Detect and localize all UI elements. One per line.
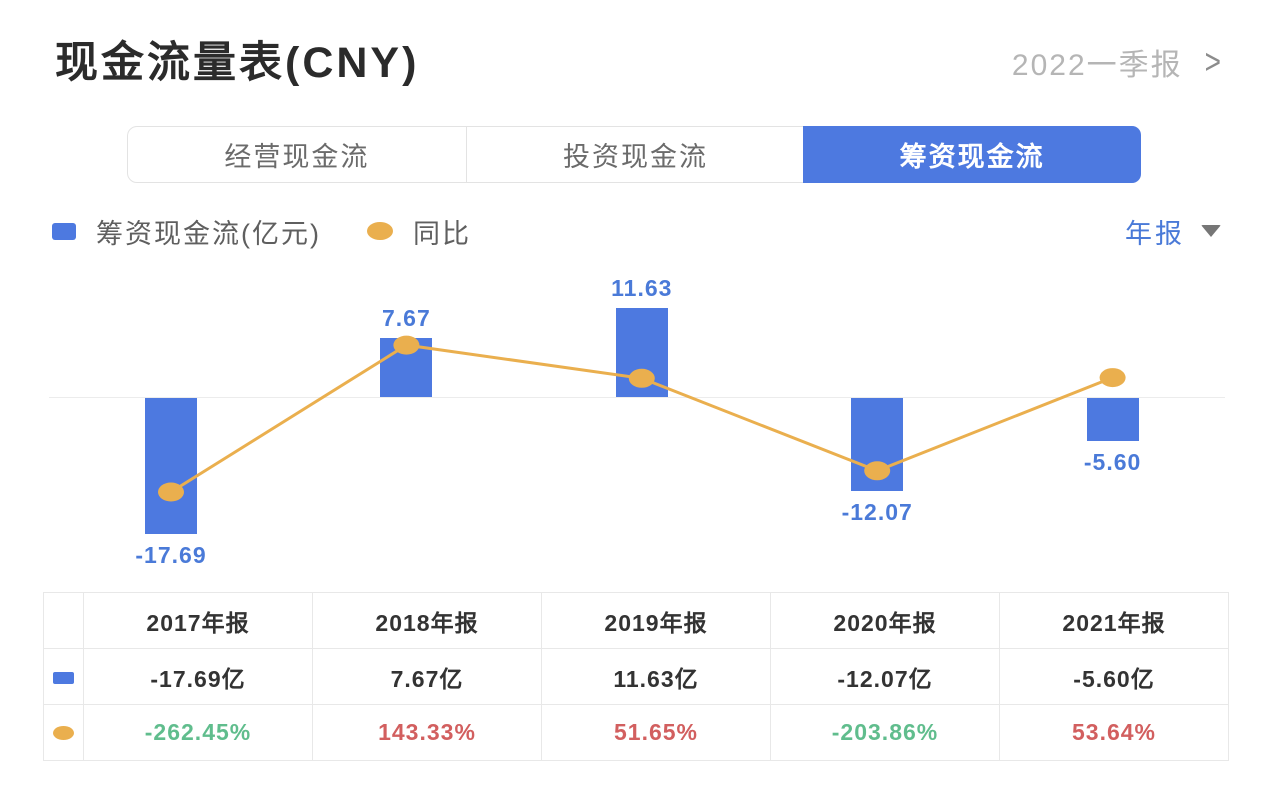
- table-cell: 143.33%: [312, 704, 542, 761]
- report-period-dropdown[interactable]: 年报: [1125, 212, 1221, 251]
- period-label: 2022一季报: [1011, 49, 1183, 82]
- table-header-cell: 2019年报: [541, 592, 771, 649]
- yoy-point-2017年报[interactable]: [158, 482, 184, 502]
- table-cell: -17.69亿: [83, 648, 313, 705]
- yoy-line-path: [170, 343, 1114, 494]
- table-header-cell: 2021年报: [999, 592, 1229, 649]
- table-cell: 7.67亿: [312, 648, 542, 705]
- bar-2021年报[interactable]: [1086, 398, 1139, 442]
- chevron-right-icon: >: [1204, 42, 1221, 81]
- legend-row: 筹资现金流(亿元) 同比 年报: [52, 212, 1221, 250]
- table-header-icon-cell: [43, 592, 84, 649]
- bar-value-label: 7.67: [382, 305, 431, 332]
- table-cell: -5.60亿: [999, 648, 1229, 705]
- table-header-cell: 2020年报: [770, 592, 1000, 649]
- table-cell: 51.65%: [541, 704, 771, 761]
- yoy-point-2018年报[interactable]: [393, 335, 420, 355]
- line-series-swatch-icon: [366, 222, 393, 240]
- table-cell: -12.07亿: [770, 648, 1000, 705]
- tab-investing-cashflow[interactable]: 投资现金流: [465, 127, 805, 182]
- page-title: 现金流量表(CNY): [55, 39, 420, 87]
- line-series-icon: [53, 726, 74, 740]
- zero-axis-line: [49, 397, 1225, 398]
- line-series-legend-label: 同比: [412, 218, 471, 249]
- bar-value-label: -5.60: [1083, 449, 1142, 476]
- bar-series-icon: [53, 672, 74, 684]
- yoy-point-2021年报[interactable]: [1099, 368, 1126, 388]
- bar-value-label: 11.63: [611, 274, 673, 301]
- bar-value-label: -17.69: [135, 542, 207, 569]
- table-row: -17.69亿 7.67亿 11.63亿 -12.07亿 -5.60亿: [43, 648, 1229, 705]
- table-series-icon-cell: [43, 704, 84, 761]
- table-header-cell: 2017年报: [83, 592, 313, 649]
- bar-2017年报[interactable]: [145, 398, 197, 535]
- tab-operating-cashflow[interactable]: 经营现金流: [224, 142, 370, 172]
- yoy-point-2020年报[interactable]: [864, 461, 891, 481]
- table-cell: -262.45%: [83, 704, 313, 761]
- cashflow-tabs: 经营现金流 投资现金流 筹资现金流: [127, 126, 1142, 183]
- table-header-cell: 2018年报: [312, 592, 542, 649]
- bar-value-label: -12.07: [841, 498, 913, 525]
- table-series-icon-cell: [43, 648, 84, 705]
- yoy-point-2019年报[interactable]: [628, 368, 655, 388]
- cashflow-data-table: 2017年报 2018年报 2019年报 2020年报 2021年报 -17.69亿 7.6…: [43, 592, 1229, 761]
- table-cell: -203.86%: [770, 704, 1000, 761]
- table-header-row: 2017年报 2018年报 2019年报 2020年报 2021年报: [43, 592, 1229, 649]
- period-selector[interactable]: 2022一季报 >: [1012, 40, 1221, 84]
- yoy-line-series: [158, 335, 1126, 502]
- bar-series-swatch-icon: [52, 222, 76, 240]
- report-period-dropdown-label: 年报: [1125, 218, 1185, 249]
- table-cell: 11.63亿: [541, 648, 771, 705]
- table-row: -262.45% 143.33% 51.65% -203.86% 53.64%: [43, 704, 1229, 761]
- bar-series-legend-label: 筹资现金流(亿元): [96, 218, 321, 249]
- tab-financing-cashflow[interactable]: 筹资现金流: [803, 126, 1142, 183]
- chevron-down-icon: [1201, 225, 1221, 237]
- cashflow-combo-chart: -17.69 7.67 11.63 -12.07 -5.60: [49, 260, 1225, 590]
- table-cell: 53.64%: [999, 704, 1229, 761]
